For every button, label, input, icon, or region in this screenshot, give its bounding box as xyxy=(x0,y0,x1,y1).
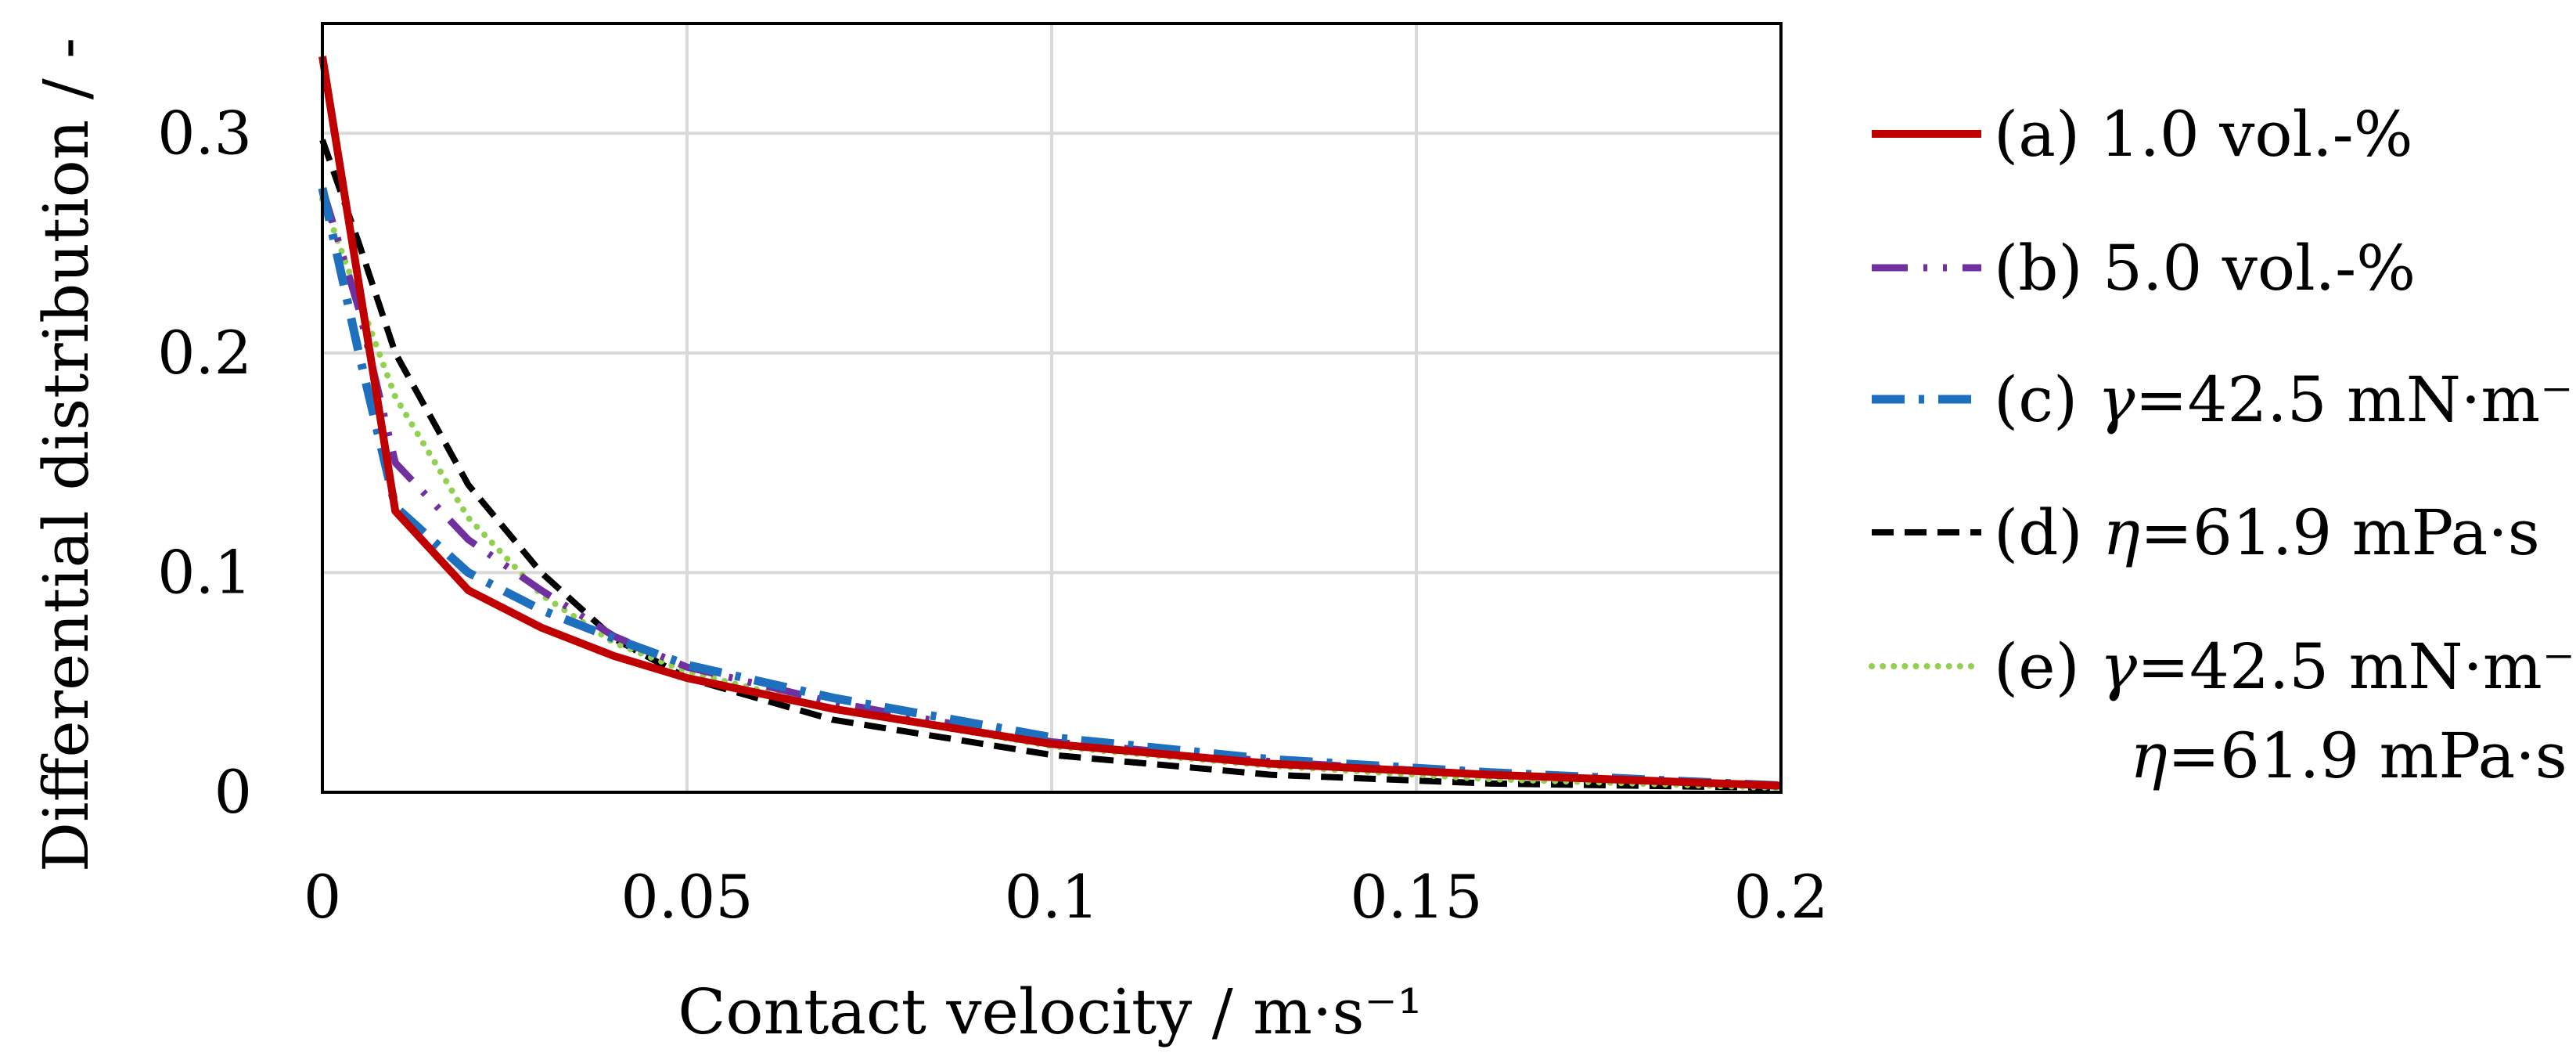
y-tick-label: 0.2 xyxy=(157,318,252,388)
legend-label-part: =61.9 mPa·s xyxy=(2168,719,2567,792)
y-tick-label: 0 xyxy=(214,757,252,827)
legend-label-part: (e) xyxy=(1994,630,2099,703)
legend-label-part: (a) 1.0 vol.-% xyxy=(1994,98,2413,171)
legend-label-part: =42.5 mN·m⁻¹ xyxy=(2137,630,2576,703)
legend-label-line2: η=61.9 mPa·s xyxy=(2130,719,2567,792)
legend-label-part: (d) xyxy=(1994,496,2103,569)
x-tick-label: 0 xyxy=(304,862,341,932)
legend-label-part: (c) xyxy=(1994,363,2098,436)
legend-label-part: γ xyxy=(2099,630,2137,703)
y-tick-label: 0.1 xyxy=(157,537,252,607)
series-line-e xyxy=(319,196,1784,791)
legend-label-part: =42.5 mN·m⁻¹ xyxy=(2135,363,2576,436)
x-tick-label: 0.2 xyxy=(1734,862,1829,932)
y-axis-title: Differential distribution / - xyxy=(30,38,103,872)
x-tick-labels: 0 0.05 0.1 0.15 0.2 xyxy=(304,862,1829,932)
y-tick-label: 0.3 xyxy=(157,98,252,168)
series-line-a xyxy=(318,56,1782,790)
legend-label-part: η xyxy=(2103,496,2140,569)
x-tick-label: 0.15 xyxy=(1350,862,1482,932)
legend-label: (e) γ=42.5 mN·m⁻¹ xyxy=(1994,630,2576,703)
legend-label-part: γ xyxy=(2098,363,2135,436)
legend-label-part: (b) 5.0 vol.-% xyxy=(1994,232,2416,305)
x-tick-label: 0.1 xyxy=(1005,862,1099,932)
series-line-c xyxy=(318,187,1782,791)
y-tick-labels: 0 0.1 0.2 0.3 xyxy=(157,98,252,827)
legend-label: (d) η=61.9 mPa·s xyxy=(1994,496,2540,569)
legend-label: (b) 5.0 vol.-% xyxy=(1994,232,2416,305)
legend: (a) 1.0 vol.-%(b) 5.0 vol.-%(c) γ=42.5 m… xyxy=(1869,98,2576,792)
series-lines xyxy=(318,56,1784,791)
legend-label-part: =61.9 mPa·s xyxy=(2140,496,2540,569)
plot-frame xyxy=(321,22,1783,794)
legend-label-part: η xyxy=(2130,719,2168,792)
x-axis-title: Contact velocity / m·s⁻¹ xyxy=(678,975,1423,1048)
x-tick-label: 0.05 xyxy=(621,862,753,932)
legend-label: (c) γ=42.5 mN·m⁻¹ xyxy=(1994,363,2576,436)
grid xyxy=(321,23,1783,794)
legend-label: (a) 1.0 vol.-% xyxy=(1994,98,2413,171)
